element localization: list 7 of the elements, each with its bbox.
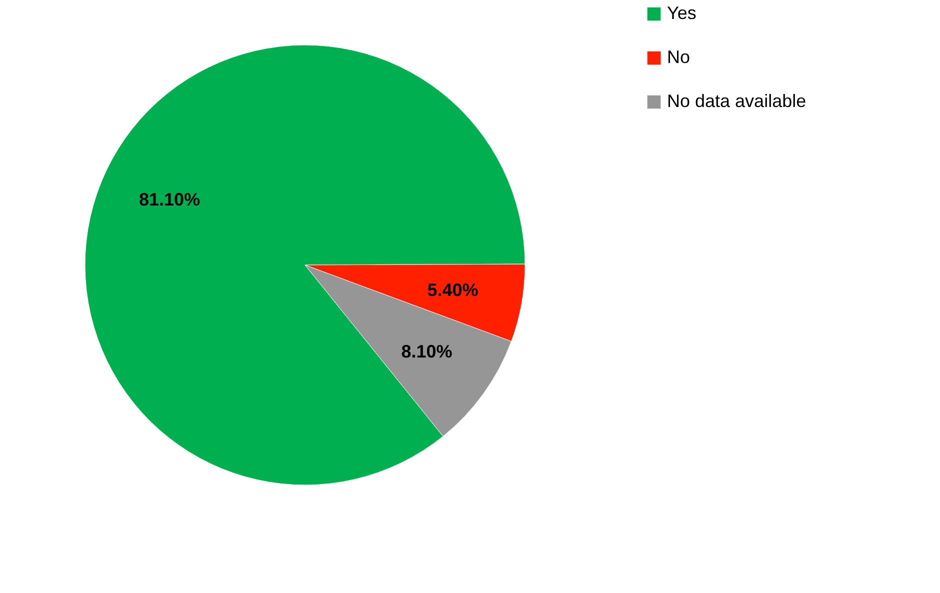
pie-slice: [85, 44, 526, 486]
data-label: 5.40%: [427, 280, 478, 300]
legend-label: Yes: [667, 3, 696, 23]
data-label: 81.10%: [139, 190, 200, 210]
data-label: 8.10%: [401, 342, 452, 362]
legend-label: No: [667, 47, 690, 67]
legend-label: No data available: [667, 91, 806, 111]
